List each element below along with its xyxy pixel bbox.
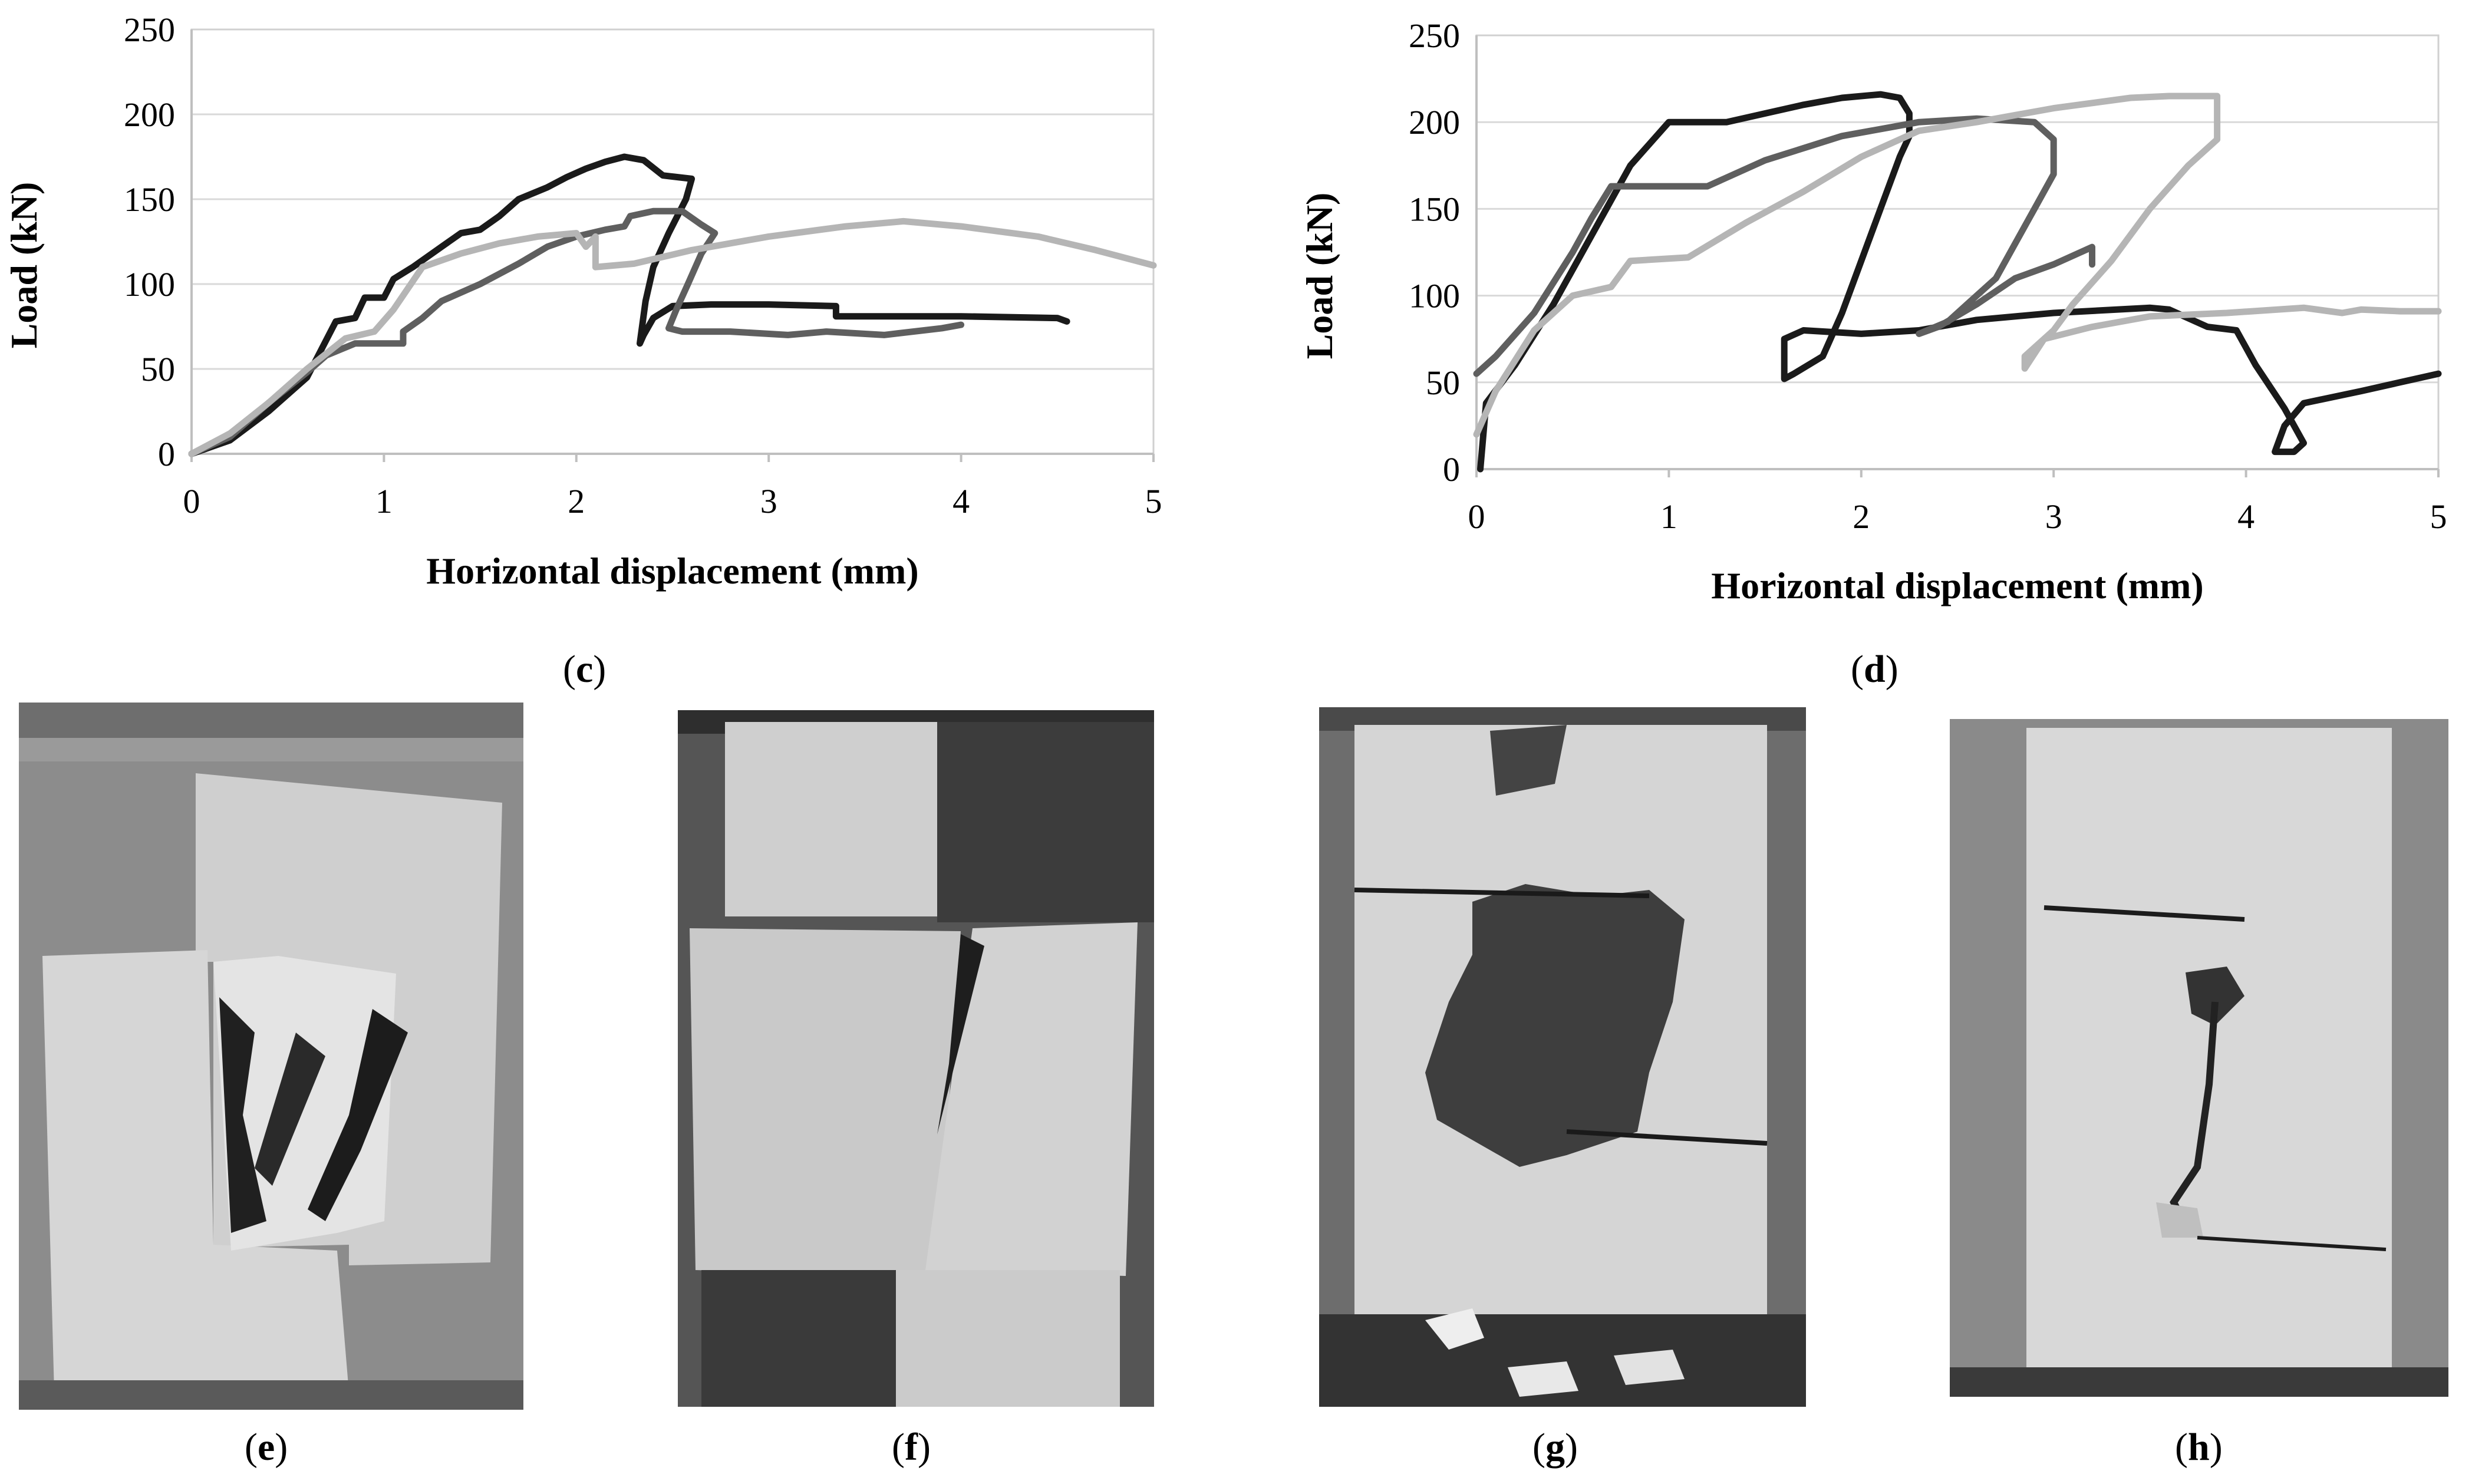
chart-d-x-axis-label: Horizontal displacement (mm) — [1711, 565, 2203, 606]
chart-d-y-tick-label-0: 0 — [1443, 450, 1460, 489]
photo-f — [678, 710, 1154, 1407]
panel-label-g: (g) — [1532, 1426, 1578, 1469]
chart-d-plot-frame — [1475, 34, 2440, 470]
chart-c: 0 50 100 150 200 250 0 1 2 3 4 5 Horizontal displace… — [3, 11, 1162, 592]
chart-c-y-tick-label-0: 0 — [158, 435, 175, 473]
chart-c-y-tick-label-5: 250 — [124, 11, 175, 49]
chart-c-plot-frame — [190, 28, 1155, 455]
panel-label-h: (h) — [2175, 1426, 2223, 1469]
chart-c-x-tick-label-5: 5 — [1145, 482, 1162, 520]
chart-d-y-tick-label-2: 100 — [1409, 277, 1460, 315]
chart-d-x-tick-label-3: 3 — [2045, 497, 2062, 536]
chart-d-series-1-line — [1477, 91, 2442, 473]
chart-d: 0 50 100 150 200 250 0 1 2 3 4 5 Horizontal displace… — [1298, 17, 2447, 606]
chart-c-y-tick-label-3: 150 — [124, 180, 175, 219]
chart-d-y-axis-label: Load (kN) — [1298, 193, 1340, 360]
chart-d-y-tick-label-3: 150 — [1409, 190, 1460, 228]
chart-d-x-tick-label-0: 0 — [1468, 497, 1485, 536]
chart-c-x-tick-label-1: 1 — [375, 482, 393, 520]
photo-e — [19, 703, 523, 1410]
chart-c-y-tick-label-4: 200 — [124, 95, 175, 134]
chart-d-x-tick-label-5: 5 — [2430, 497, 2447, 536]
panel-label-c: (c) — [563, 648, 607, 691]
chart-d-y-tick-label-5: 250 — [1409, 17, 1460, 55]
panel-label-d: (d) — [1851, 648, 1899, 691]
chart-d-y-tick-label-4: 200 — [1409, 103, 1460, 141]
chart-d-series-2-line — [1473, 115, 2095, 377]
photo-g — [1319, 707, 1806, 1407]
chart-c-y-axis-label: Load (kN) — [3, 182, 45, 349]
chart-c-y-tick-label-2: 100 — [124, 265, 175, 304]
chart-c-series-1-line — [188, 153, 1070, 457]
chart-c-series-2-line — [188, 207, 965, 457]
chart-c-x-tick-label-2: 2 — [568, 482, 585, 520]
chart-c-series-3-line — [188, 217, 1157, 457]
chart-c-x-axis-label: Horizontal displacement (mm) — [426, 550, 918, 592]
photo-h — [1950, 719, 2448, 1397]
chart-d-y-tick-label-1: 50 — [1426, 364, 1460, 402]
chart-d-x-tick-label-2: 2 — [1853, 497, 1870, 536]
panel-label-e: (e) — [245, 1426, 288, 1469]
chart-d-x-tick-label-4: 4 — [2237, 497, 2255, 536]
chart-d-x-tick-label-1: 1 — [1660, 497, 1677, 536]
panel-label-f: (f) — [892, 1426, 931, 1469]
chart-c-x-tick-label-0: 0 — [183, 482, 200, 520]
chart-d-series-3-line — [1473, 93, 2442, 438]
chart-c-x-tick-label-3: 3 — [760, 482, 777, 520]
chart-c-y-tick-label-1: 50 — [141, 350, 175, 388]
chart-c-x-tick-label-4: 4 — [952, 482, 970, 520]
